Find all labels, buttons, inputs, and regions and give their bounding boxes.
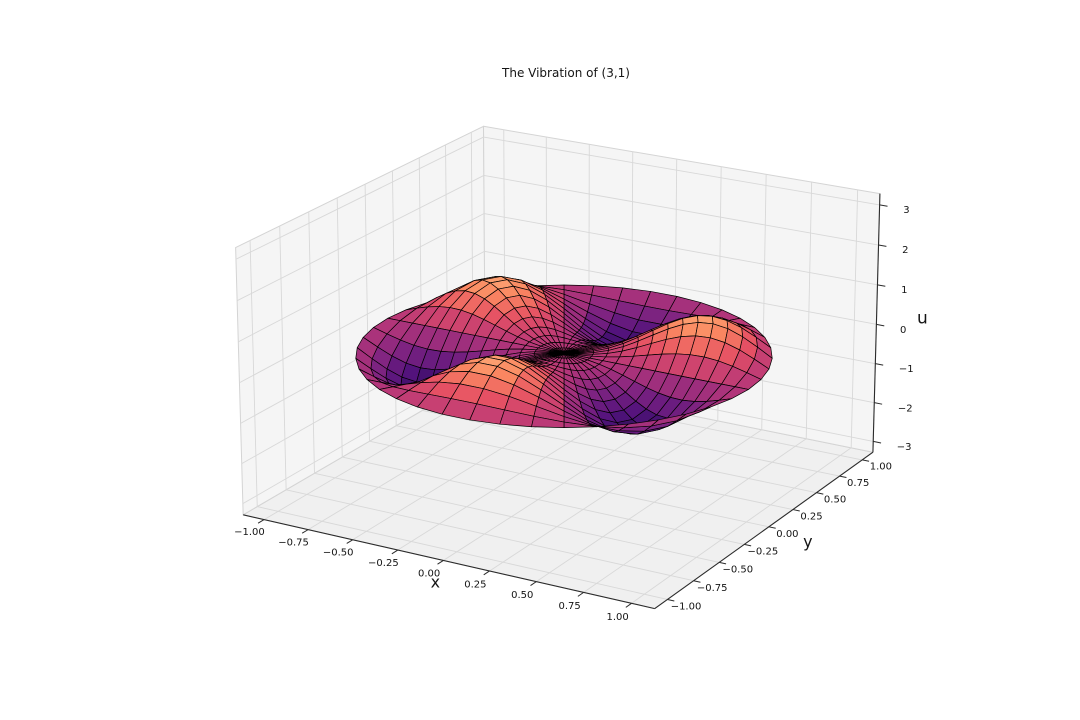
y-tick-label: 0.00: [776, 529, 798, 540]
x-tick-label: 0.50: [511, 590, 533, 601]
x-tick-label: −1.00: [234, 527, 265, 538]
x-axis-label: x: [431, 572, 440, 591]
y-axis-label: y: [803, 532, 812, 551]
y-tick-label: 1.00: [870, 462, 892, 473]
x-axis-ticks: −1.00 −0.75 −0.50 −0.25 0.00 0.25 0.50 0.75 1.00: [234, 519, 632, 623]
y-tick-label: −0.50: [722, 564, 753, 575]
z-axis-label: u: [917, 308, 928, 328]
x-tick-label: −0.50: [323, 548, 354, 559]
z-tick-label: 3: [903, 205, 909, 216]
z-tick-label: −3: [897, 442, 912, 453]
x-tick-label: 1.00: [607, 612, 629, 623]
axis-labels: x y u: [431, 308, 928, 591]
z-tick-label: −1: [899, 364, 914, 375]
x-tick-label: 0.00: [418, 569, 440, 580]
x-tick-label: −0.75: [278, 537, 309, 548]
surface-mesh: [355, 276, 773, 435]
y-tick-label: 0.25: [800, 512, 822, 523]
y-tick-label: −0.25: [748, 546, 779, 557]
y-tick-label: 0.50: [824, 495, 846, 506]
x-tick-label: 0.25: [464, 579, 486, 590]
z-axis-ticks: −3 −2 −1 0 1 2 3: [873, 204, 914, 453]
z-tick-label: −2: [898, 403, 913, 414]
chart-title: The Vibration of (3,1): [502, 66, 630, 80]
z-tick-label: 2: [902, 245, 908, 256]
y-tick-label: −1.00: [671, 602, 702, 613]
axis-spines: [243, 193, 881, 610]
x-tick-label: −0.25: [368, 558, 399, 569]
y-axis-ticks: −1.00 −0.75 −0.50 −0.25 0.000.250.500.751.00: [667, 459, 892, 613]
z-tick-label: 0: [900, 325, 906, 336]
z-tick-label: 1: [901, 285, 907, 296]
y-tick-label: 0.75: [847, 478, 869, 489]
y-tick-label: −0.75: [697, 583, 728, 594]
x-tick-label: 0.75: [559, 601, 581, 612]
